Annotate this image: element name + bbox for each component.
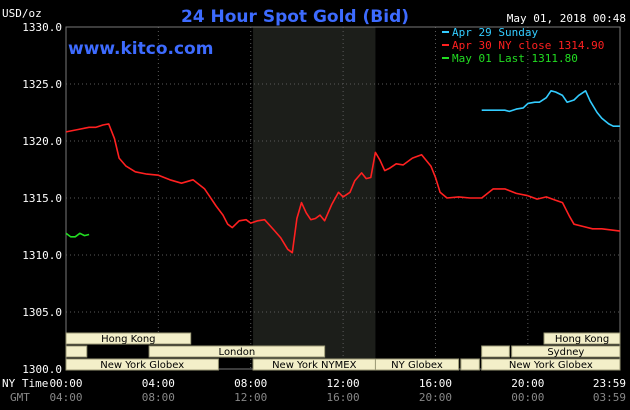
y-tick-label-6: 1330.0: [22, 21, 62, 34]
session-bars: Hong Kong Hong Kong London Sydney New York G…: [65, 332, 621, 371]
session-label-7: New York Globex: [509, 360, 593, 371]
session-box-7: [481, 358, 621, 371]
session-bar-6: NY Globex: [374, 358, 460, 371]
session-bar-0: Hong Kong: [65, 332, 192, 345]
x-axis-ticks: 00:0004:0004:0008:0008:0012:0012:0016:00…: [49, 377, 626, 404]
x-tick-ny-3: 12:00: [327, 377, 360, 390]
session-label-0: Hong Kong: [101, 334, 155, 345]
session-bar-4: New York Globex: [65, 358, 219, 371]
x-tick-ny-6: 23:59: [593, 377, 626, 390]
session-label-5: New York NYMEX: [272, 360, 357, 371]
session-label-4: New York Globex: [100, 360, 184, 371]
watermark: www.kitco.com: [68, 39, 213, 59]
y-tick-label-0: 1300.0: [22, 363, 62, 376]
ny-time-label: NY Time: [2, 377, 48, 390]
session-stub-2: [481, 345, 510, 358]
series-layer: [65, 90, 621, 254]
session-bar-2: London: [148, 345, 326, 358]
legend-label-1: Apr 30 NY close 1314.90: [452, 39, 604, 52]
legend-label-0: Apr 29 Sunday: [452, 26, 538, 39]
session-box-0: [65, 332, 192, 345]
x-tick-ny-5: 20:00: [511, 377, 544, 390]
chart-title: 24 Hour Spot Gold (Bid): [181, 7, 409, 27]
y-tick-label-2: 1310.0: [22, 249, 62, 262]
unit-label: USD/oz: [2, 7, 42, 20]
session-box-2: [148, 345, 326, 358]
session-bar-1: Hong Kong: [543, 332, 621, 345]
y-axis-ticks: 1300.0 1305.0 1310.0 1315.0 1320.0 1325.0 1330…: [22, 21, 62, 376]
x-tick-gmt-5: 00:00: [511, 391, 544, 404]
session-bar-7: New York Globex: [481, 358, 621, 371]
x-tick-ny-2: 08:00: [234, 377, 267, 390]
series-line-2: [65, 232, 90, 238]
x-tick-gmt-0: 04:00: [49, 391, 82, 404]
x-tick-gmt-4: 20:00: [419, 391, 452, 404]
x-tick-gmt-6: 03:59: [593, 391, 626, 404]
gmt-label: GMT: [10, 391, 30, 404]
session-bar-3: Sydney: [511, 345, 621, 358]
x-tick-gmt-2: 12:00: [234, 391, 267, 404]
session-box-1: [543, 332, 621, 345]
y-tick-label-5: 1325.0: [22, 78, 62, 91]
session-stub-0: [65, 345, 88, 358]
timestamp: May 01, 2018 00:48: [507, 12, 626, 25]
series-line-1: [65, 123, 621, 254]
session-label-6: NY Globex: [391, 360, 443, 371]
session-box-4: [65, 358, 219, 371]
session-box-3: [511, 345, 621, 358]
x-tick-ny-4: 16:00: [419, 377, 452, 390]
session-label-2: London: [219, 347, 256, 358]
y-tick-label-4: 1320.0: [22, 135, 62, 148]
x-tick-ny-0: 00:00: [49, 377, 82, 390]
session-bar-5: New York NYMEX: [252, 358, 376, 371]
y-tick-label-3: 1315.0: [22, 192, 62, 205]
series-line-0: [481, 90, 620, 127]
x-tick-gmt-1: 08:00: [142, 391, 175, 404]
session-label-3: Sydney: [547, 347, 584, 358]
session-stub-1: [460, 358, 480, 371]
x-tick-gmt-3: 16:00: [327, 391, 360, 404]
session-box-6: [374, 358, 460, 371]
x-tick-ny-1: 04:00: [142, 377, 175, 390]
legend-label-2: May 01 Last 1311.80: [452, 52, 578, 65]
session-label-1: Hong Kong: [555, 334, 609, 345]
y-tick-label-1: 1305.0: [22, 306, 62, 319]
